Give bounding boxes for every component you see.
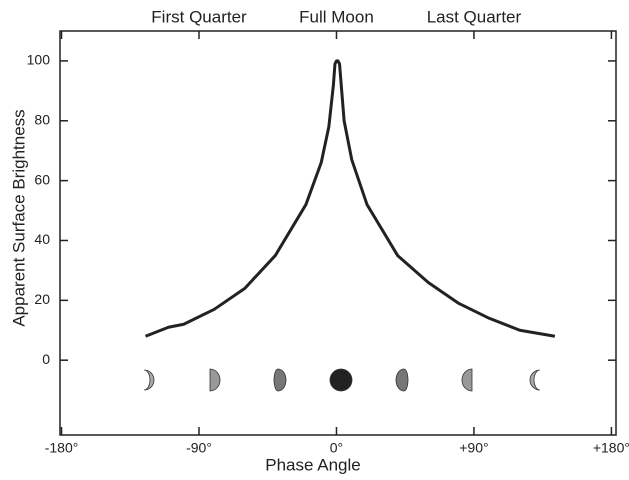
x-tick-label: -180° bbox=[45, 440, 79, 456]
top-label: First Quarter bbox=[151, 7, 247, 26]
x-axis-label: Phase Angle bbox=[265, 455, 360, 474]
brightness-curve bbox=[146, 61, 555, 336]
moon-icon bbox=[330, 369, 352, 391]
top-label: Last Quarter bbox=[427, 7, 522, 26]
y-tick-label: 40 bbox=[34, 231, 50, 247]
x-tick-label: +90° bbox=[459, 440, 488, 456]
y-tick-label: 100 bbox=[27, 52, 51, 68]
y-tick-label: 20 bbox=[34, 291, 50, 307]
y-tick-label: 0 bbox=[42, 351, 50, 367]
moon-icon bbox=[274, 369, 286, 391]
top-label: Full Moon bbox=[299, 7, 374, 26]
chart: Phase Angle Apparent Surface Brightness … bbox=[0, 0, 629, 480]
y-axis-label: Apparent Surface Brightness bbox=[9, 109, 28, 326]
x-tick-label: +180° bbox=[593, 440, 629, 456]
moon-icon bbox=[210, 369, 220, 391]
moon-icon bbox=[530, 370, 540, 390]
moon-icon bbox=[462, 369, 472, 391]
y-tick-label: 80 bbox=[34, 111, 50, 127]
x-tick-label: -90° bbox=[186, 440, 212, 456]
moon-icon bbox=[144, 370, 154, 390]
moon-icon bbox=[396, 369, 408, 391]
moon-phases bbox=[144, 369, 540, 391]
y-tick-label: 60 bbox=[34, 171, 50, 187]
x-tick-label: 0° bbox=[330, 440, 343, 456]
